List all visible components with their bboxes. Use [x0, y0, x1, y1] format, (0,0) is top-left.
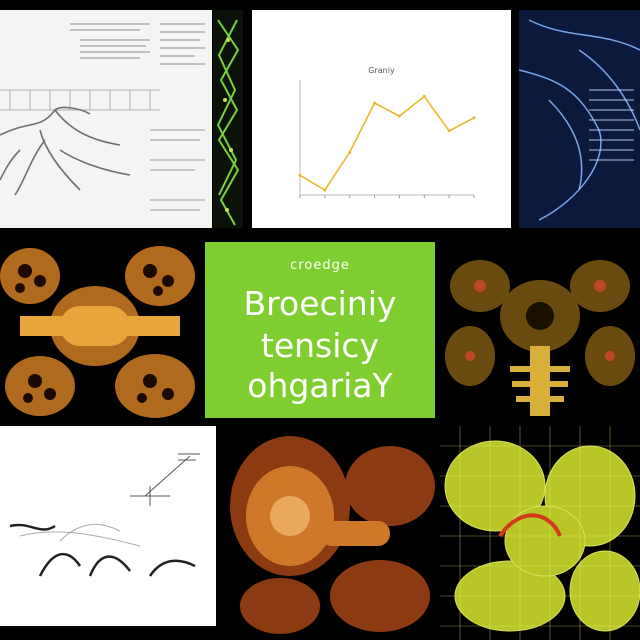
chart-axes	[299, 80, 474, 196]
xray-tile	[519, 10, 640, 228]
cell-tile-red	[220, 426, 438, 640]
chart-point	[298, 173, 302, 177]
xray-anatomy-icon	[519, 10, 640, 228]
red-cell-organism-icon	[230, 436, 435, 634]
chart-point	[447, 129, 451, 133]
chart-title: Graniy	[368, 66, 395, 75]
yellow-cell-structure-icon	[445, 260, 635, 416]
title-card: croedge Broeciniy tensicy ohgariaY	[205, 242, 435, 418]
chart-series-line	[299, 95, 475, 192]
chart-point	[323, 188, 327, 192]
ink-sketch-icon	[9, 453, 200, 577]
title-line-3: ohgariaY	[247, 366, 393, 405]
cell-tile-orange	[0, 236, 200, 422]
mesh-tile	[440, 426, 640, 640]
title-line-1: Broeciniy	[243, 284, 397, 323]
line-chart-tile: Graniy	[252, 10, 511, 228]
yellow-wireframe-mesh-icon	[440, 426, 640, 640]
sketch-tile	[0, 426, 216, 626]
chart-point	[373, 101, 377, 105]
chart-point	[348, 150, 352, 154]
green-cell-strip-icon	[216, 19, 240, 226]
schematic-document-icon	[0, 23, 205, 211]
orange-cell-structure-icon	[0, 246, 195, 418]
title-line-2: tensicy	[260, 326, 380, 365]
line-chart	[298, 80, 476, 198]
cell-tile-yellow	[440, 236, 640, 422]
chart-point	[397, 114, 401, 118]
document-tile	[0, 10, 212, 228]
chart-point	[472, 116, 476, 120]
micrograph-strip-tile	[213, 10, 243, 228]
title-tagline: croedge	[290, 258, 350, 273]
chart-point	[422, 94, 426, 98]
